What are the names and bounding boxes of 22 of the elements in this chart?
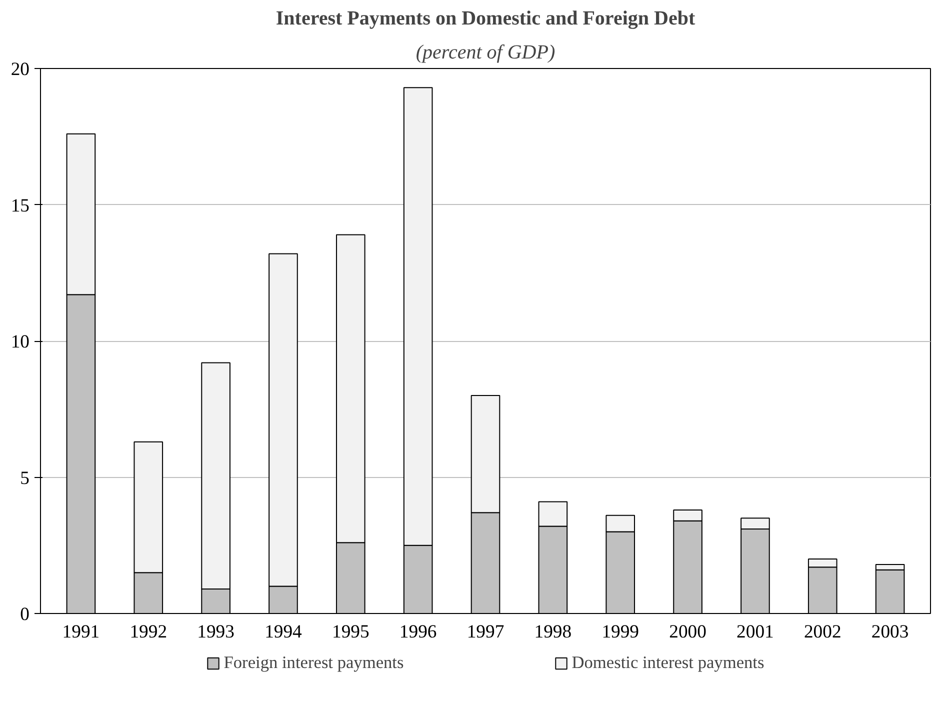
x-tick-label: 1995 bbox=[332, 622, 370, 642]
legend-label: Domestic interest payments bbox=[572, 652, 764, 672]
y-tick-label: 20 bbox=[10, 59, 30, 80]
y-tick-label: 0 bbox=[20, 604, 30, 625]
x-tick-label: 1999 bbox=[602, 622, 640, 642]
x-tick-label: 1993 bbox=[197, 622, 234, 642]
x-tick-label: 2001 bbox=[736, 622, 774, 642]
chart-subtitle: (percent of GDP) bbox=[416, 42, 556, 64]
x-tick-label: 1997 bbox=[466, 622, 504, 642]
y-tick-label: 15 bbox=[10, 195, 30, 216]
x-tick-label: 1998 bbox=[534, 622, 572, 642]
y-tick-label: 10 bbox=[10, 332, 30, 352]
x-tick-label: 1992 bbox=[130, 622, 168, 642]
y-tick-label: 5 bbox=[20, 468, 30, 489]
x-tick-label: 2002 bbox=[804, 622, 842, 642]
x-tick-label: 2003 bbox=[871, 622, 909, 642]
legend-label: Foreign interest payments bbox=[224, 652, 404, 672]
x-tick-label: 1996 bbox=[399, 622, 437, 642]
x-tick-label: 1991 bbox=[62, 622, 100, 642]
chart-title: Interest Payments on Domestic and Foreign Debt bbox=[276, 8, 696, 30]
x-tick-label: 1994 bbox=[264, 622, 303, 642]
x-tick-label: 2000 bbox=[669, 622, 706, 642]
